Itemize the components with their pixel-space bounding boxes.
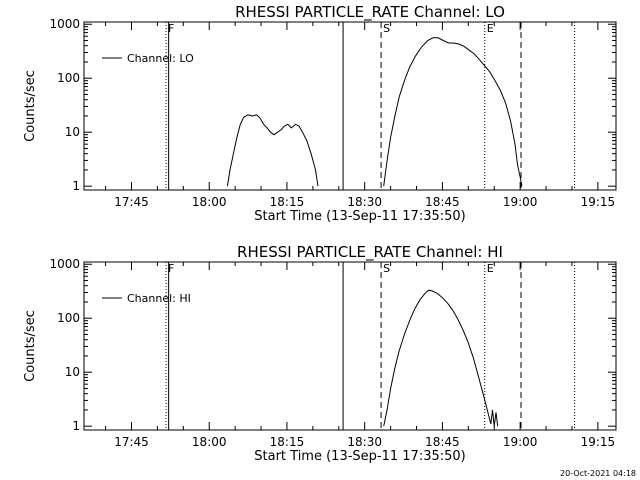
y-tick-label: 1 xyxy=(72,419,80,433)
x-tick-label: 17:45 xyxy=(114,195,149,209)
x-tick-label: 18:15 xyxy=(270,195,305,209)
x-axis-label: Start Time (13-Sep-11 17:35:50) xyxy=(254,449,465,464)
plot-frame xyxy=(83,261,617,431)
series-line xyxy=(226,114,319,187)
x-tick-label: 19:00 xyxy=(503,195,538,209)
footer-timestamp: 20-Oct-2021 04:18 xyxy=(560,469,636,478)
x-tick-label: 19:00 xyxy=(503,435,538,449)
plot-frame xyxy=(83,21,617,191)
time-marker-label: E xyxy=(487,22,494,35)
chart-panel: RHESSI PARTICLE_RATE Channel: LO Counts/s… xyxy=(23,3,617,224)
x-tick-label: 18:15 xyxy=(270,435,305,449)
x-tick-label: 18:30 xyxy=(347,435,382,449)
x-tick-label: 19:15 xyxy=(581,435,616,449)
time-marker-label: E xyxy=(487,262,494,275)
chart-title: RHESSI PARTICLE_RATE Channel: LO xyxy=(235,3,505,22)
y-tick-label: 1000 xyxy=(49,17,80,31)
x-tick-label: 18:45 xyxy=(425,435,460,449)
x-tick-label: 18:45 xyxy=(425,195,460,209)
y-axis-label: Counts/sec xyxy=(23,70,38,142)
chart-panel: RHESSI PARTICLE_RATE Channel: HI Counts/s… xyxy=(23,243,617,464)
y-tick-label: 100 xyxy=(57,71,80,85)
x-tick-label: 18:30 xyxy=(347,195,382,209)
time-marker-label: F xyxy=(168,262,174,275)
series-line xyxy=(383,37,523,187)
y-tick-label: 1 xyxy=(72,179,80,193)
y-tick-label: 10 xyxy=(65,125,80,139)
x-tick-label: 19:15 xyxy=(581,195,616,209)
x-tick-label: 18:00 xyxy=(192,435,227,449)
time-marker-label: S xyxy=(383,262,390,275)
series-line xyxy=(383,289,499,427)
chart-title: RHESSI PARTICLE_RATE Channel: HI xyxy=(237,243,503,262)
y-tick-label: 10 xyxy=(65,365,80,379)
x-tick-label: 18:00 xyxy=(192,195,227,209)
y-axis-label: Counts/sec xyxy=(23,310,38,382)
y-tick-label: 100 xyxy=(57,311,80,325)
y-tick-label: 1000 xyxy=(49,257,80,271)
x-axis-label: Start Time (13-Sep-11 17:35:50) xyxy=(254,209,465,224)
legend-label: Channel: LO xyxy=(127,52,194,65)
time-marker-label: F xyxy=(168,22,174,35)
x-tick-label: 17:45 xyxy=(114,435,149,449)
time-marker-label: S xyxy=(383,22,390,35)
legend-label: Channel: HI xyxy=(127,292,191,305)
